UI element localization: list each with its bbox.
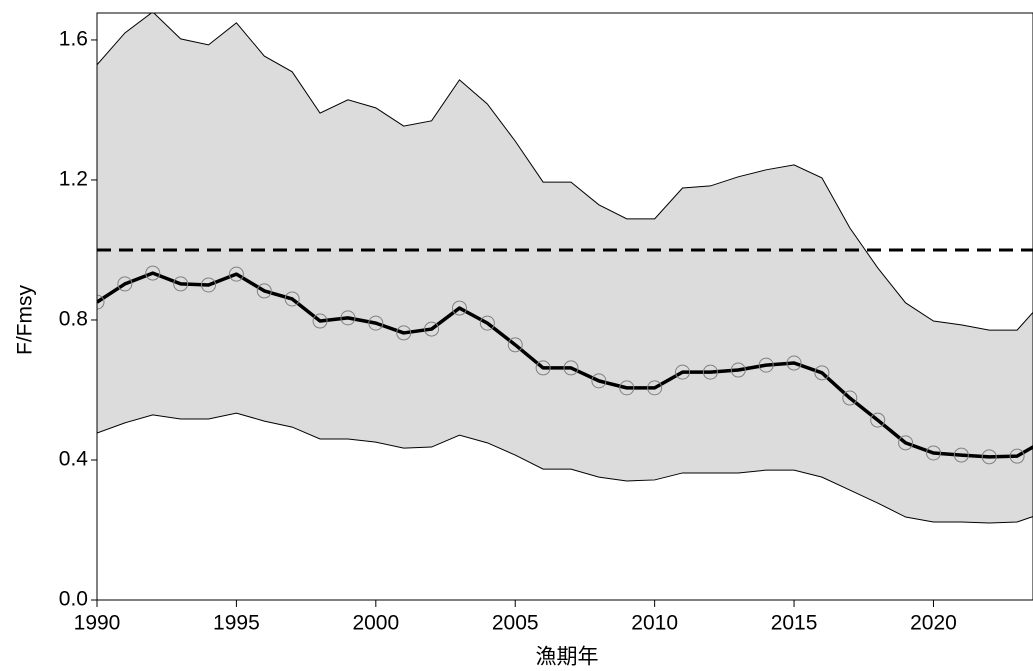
point-marker — [507, 337, 523, 353]
point-marker — [451, 300, 467, 316]
plot-area — [97, 13, 1033, 524]
point-marker — [786, 355, 802, 371]
x-axis-label: 漁期年 — [536, 646, 599, 669]
y-tick-label: 0.0 — [59, 588, 88, 611]
point-marker — [228, 266, 244, 282]
y-tick-label: 0.8 — [59, 308, 88, 331]
confidence-band — [97, 13, 1033, 523]
y-tick-label: 0.4 — [59, 448, 89, 471]
point-marker — [814, 365, 830, 381]
point-marker — [145, 265, 161, 281]
point-marker — [201, 277, 217, 293]
point-marker — [535, 360, 551, 376]
x-tick-label: 2010 — [631, 612, 678, 635]
y-tick-label: 1.2 — [59, 168, 88, 191]
x-tick-label: 1995 — [213, 612, 260, 635]
point-marker — [619, 380, 635, 396]
band-upper-line — [97, 13, 1033, 331]
point-marker — [256, 283, 272, 299]
point-marker — [284, 291, 300, 307]
point-marker — [953, 447, 969, 463]
x-tick-label: 2005 — [492, 612, 539, 635]
point-marker — [1009, 448, 1025, 464]
point-marker — [647, 380, 663, 396]
point-marker — [396, 325, 412, 341]
point-marker — [340, 310, 356, 326]
point-marker — [424, 321, 440, 337]
point-marker — [563, 360, 579, 376]
point-marker — [702, 364, 718, 380]
plot-frame — [96, 12, 1033, 601]
y-tick-label: 1.6 — [59, 27, 88, 50]
series-line — [97, 271, 1033, 459]
point-marker — [870, 412, 886, 428]
point-marker — [312, 313, 328, 329]
point-marker — [758, 357, 774, 373]
point-marker — [675, 364, 691, 380]
point-marker — [97, 294, 105, 310]
point-marker — [117, 276, 133, 292]
x-tick-label: 2020 — [910, 612, 957, 635]
point-marker — [898, 435, 914, 451]
x-tick-label: 1990 — [74, 612, 121, 635]
point-marker — [842, 390, 858, 406]
point-marker — [981, 449, 997, 465]
x-tick-label: 2000 — [352, 612, 399, 635]
point-marker — [479, 315, 495, 331]
point-marker — [730, 362, 746, 378]
x-tick-label: 2015 — [771, 612, 818, 635]
axes: 0.0 0.4 0.8 1.2 1.6 1990 1995 2000 2005 2010 2015 2… — [59, 12, 1033, 635]
point-marker — [591, 373, 607, 389]
band-lower-line — [97, 412, 1033, 524]
point-marker — [368, 315, 384, 331]
y-axis-label: F/Fmsy — [14, 285, 37, 355]
point-marker — [173, 276, 189, 292]
point-marker — [925, 445, 941, 461]
